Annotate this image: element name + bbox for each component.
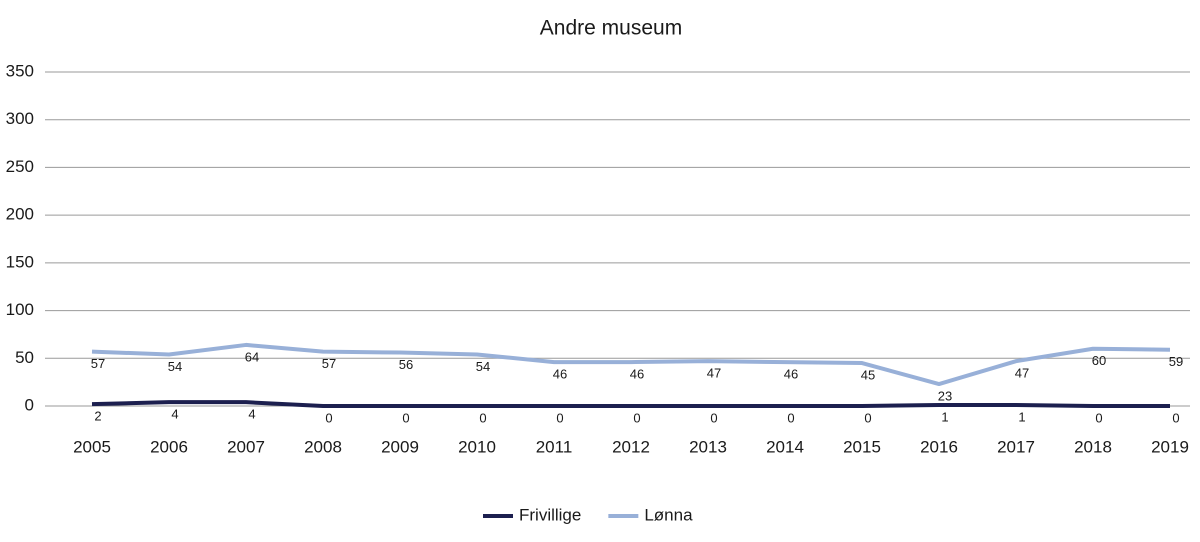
- data-label: 64: [245, 349, 259, 364]
- data-label: 0: [325, 410, 332, 425]
- chart-title: Andre museum: [540, 17, 682, 40]
- x-tick-label: 2007: [227, 437, 265, 456]
- y-tick-label: 350: [6, 61, 34, 80]
- data-label: 0: [479, 410, 486, 425]
- data-label: 0: [787, 410, 794, 425]
- x-tick-label: 2013: [689, 437, 727, 456]
- x-tick-label: 2017: [997, 437, 1035, 456]
- legend-label: Lønna: [644, 505, 693, 524]
- x-tick-label: 2011: [536, 437, 573, 456]
- data-label: 23: [938, 388, 952, 403]
- data-label: 46: [784, 367, 798, 382]
- x-tick-label: 2012: [612, 437, 650, 456]
- data-label: 46: [630, 367, 644, 382]
- data-label: 4: [248, 407, 255, 422]
- data-label: 4: [171, 407, 178, 422]
- x-tick-label: 2016: [920, 437, 958, 456]
- data-label: 45: [861, 367, 875, 382]
- x-tick-label: 2008: [304, 437, 342, 456]
- data-label: 59: [1169, 354, 1183, 369]
- data-label: 46: [553, 367, 567, 382]
- data-label: 1: [941, 409, 948, 424]
- x-tick-label: 2018: [1074, 437, 1112, 456]
- data-label: 0: [1172, 410, 1179, 425]
- y-tick-label: 300: [6, 109, 34, 128]
- data-label: 1: [1018, 409, 1025, 424]
- y-tick-label: 250: [6, 157, 34, 176]
- data-label: 0: [402, 410, 409, 425]
- data-label: 54: [476, 359, 490, 374]
- x-tick-label: 2009: [381, 437, 419, 456]
- x-tick-label: 2006: [150, 437, 188, 456]
- x-tick-label: 2010: [458, 437, 496, 456]
- legend-label: Frivillige: [519, 505, 581, 524]
- data-label: 0: [633, 410, 640, 425]
- series-line: [91, 400, 1170, 408]
- data-label: 57: [91, 356, 105, 371]
- data-label: 60: [1092, 353, 1106, 368]
- data-label: 47: [1015, 366, 1029, 381]
- data-label: 0: [710, 410, 717, 425]
- data-label: 2: [94, 409, 101, 424]
- series-line: [91, 342, 1171, 387]
- y-tick-label: 150: [6, 252, 34, 271]
- x-tick-label: 2014: [766, 437, 804, 456]
- y-tick-label: 50: [15, 348, 34, 367]
- y-tick-label: 200: [6, 205, 34, 224]
- data-label: 57: [322, 356, 336, 371]
- x-tick-label: 2005: [73, 437, 111, 456]
- x-tick-label: 2015: [843, 437, 881, 456]
- y-tick-label: 100: [6, 300, 34, 319]
- data-label: 54: [168, 359, 182, 374]
- data-label: 56: [399, 357, 413, 372]
- data-label: 0: [556, 410, 563, 425]
- data-label: 0: [1095, 410, 1102, 425]
- y-tick-label: 0: [25, 395, 34, 414]
- x-tick-label: 2019: [1151, 437, 1189, 456]
- data-label: 0: [864, 410, 871, 425]
- data-label: 47: [707, 366, 721, 381]
